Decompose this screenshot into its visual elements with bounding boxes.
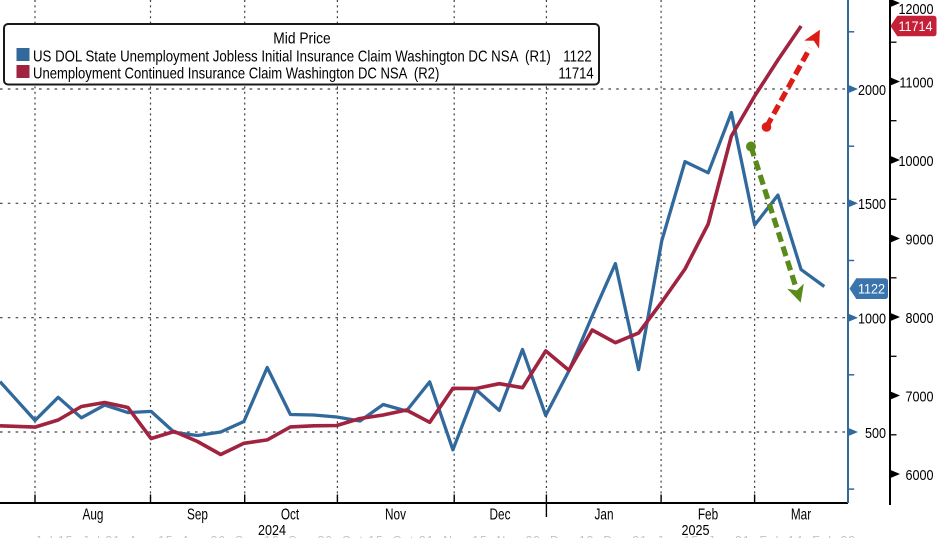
- svg-text:1000: 1000: [858, 311, 886, 327]
- svg-text:Aug: Aug: [83, 506, 104, 523]
- svg-text:Jul 15 Jul 31 Aug 15 Aug 30: Jul 15 Jul 31 Aug 15 Aug 30 Sep 16 Sep 3…: [35, 534, 855, 538]
- svg-text:2025: 2025: [681, 522, 709, 538]
- svg-text:Oct: Oct: [281, 506, 299, 523]
- svg-text:Unemployment Continued Insuran: Unemployment Continued Insurance Claim W…: [33, 65, 439, 82]
- svg-text:2000: 2000: [858, 82, 886, 98]
- svg-text:Jan: Jan: [595, 506, 614, 523]
- svg-text:1122: 1122: [563, 48, 591, 65]
- svg-text:9000: 9000: [905, 232, 933, 248]
- svg-text:1122: 1122: [858, 281, 885, 297]
- svg-text:500: 500: [865, 425, 886, 441]
- svg-text:Mar: Mar: [791, 506, 812, 523]
- svg-text:11000: 11000: [899, 75, 933, 91]
- svg-text:12000: 12000: [898, 1, 933, 17]
- svg-text:US DOL State Unemployment Jobl: US DOL State Unemployment Jobless Initia…: [33, 48, 551, 65]
- svg-text:Mid Price: Mid Price: [273, 30, 330, 48]
- svg-text:11714: 11714: [558, 65, 593, 82]
- svg-text:7000: 7000: [905, 389, 933, 405]
- svg-text:Sep: Sep: [187, 506, 208, 523]
- svg-text:8000: 8000: [905, 310, 933, 326]
- svg-text:Nov: Nov: [385, 506, 406, 523]
- svg-text:11714: 11714: [898, 18, 932, 34]
- svg-text:6000: 6000: [905, 467, 933, 483]
- svg-text:2024: 2024: [258, 522, 286, 538]
- svg-text:10000: 10000: [898, 153, 933, 169]
- svg-text:Feb: Feb: [698, 506, 719, 523]
- svg-text:1500: 1500: [858, 196, 886, 212]
- svg-text:Dec: Dec: [490, 506, 511, 523]
